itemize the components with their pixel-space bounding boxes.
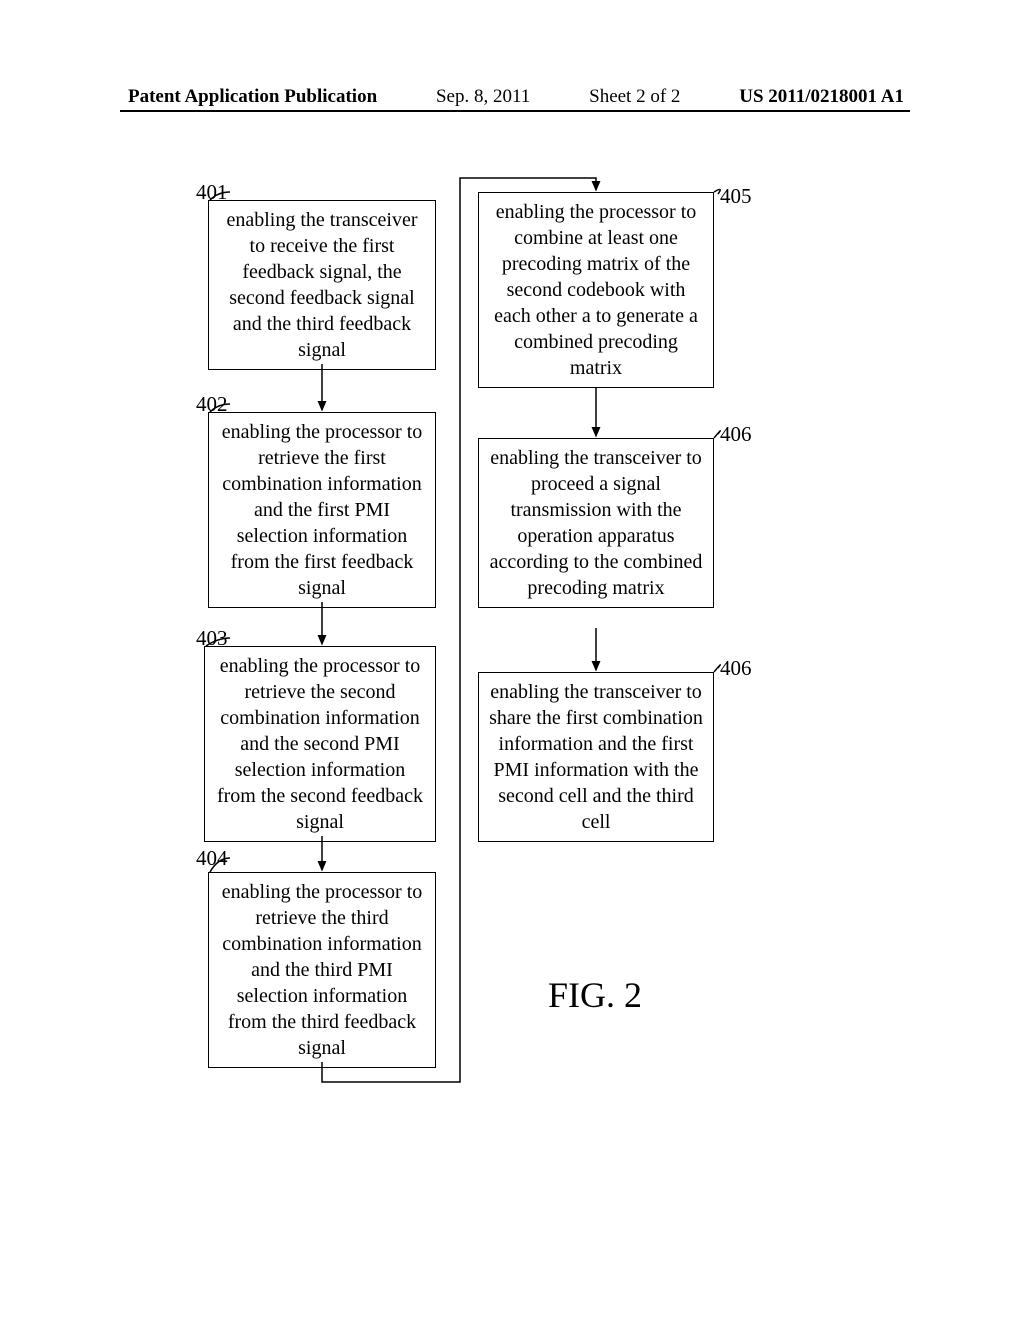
page-header: Patent Application Publication Sep. 8, 2… — [0, 86, 1024, 108]
step-box-402: enabling the processor to retrieve the f… — [208, 412, 436, 608]
step-box-401: enabling the transceiver to receive the … — [208, 200, 436, 370]
publication-label: Patent Application Publication — [128, 86, 377, 108]
ref-label-406b: 406 — [720, 656, 752, 681]
publication-date: Sep. 8, 2011 — [436, 86, 530, 108]
doc-number: US 2011/0218001 A1 — [739, 86, 904, 108]
sheet-number: Sheet 2 of 2 — [589, 86, 680, 108]
flowchart-diagram: 401 402 403 404 405 406 406 enabling the… — [0, 170, 1024, 1270]
step-box-405: enabling the processor to combine at lea… — [478, 192, 714, 388]
ref-label-406a: 406 — [720, 422, 752, 447]
step-box-406b: enabling the transceiver to share the fi… — [478, 672, 714, 842]
step-box-403: enabling the processor to retrieve the s… — [204, 646, 436, 842]
step-box-406a: enabling the transceiver to proceed a si… — [478, 438, 714, 608]
ref-label-405: 405 — [720, 184, 752, 209]
header-rule — [120, 110, 910, 112]
figure-label: FIG. 2 — [548, 974, 642, 1016]
ref-label-404: 404 — [196, 846, 228, 871]
step-box-404: enabling the processor to retrieve the t… — [208, 872, 436, 1068]
